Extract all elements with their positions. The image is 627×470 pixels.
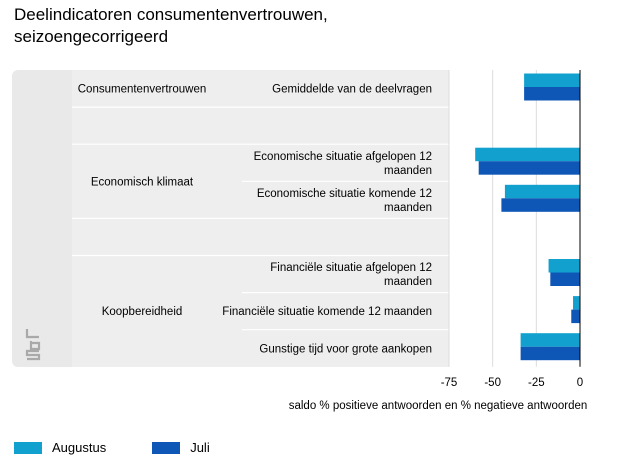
x-tick-label: -50 (484, 377, 501, 389)
item-label: Economische situatie komende 12 maanden (257, 188, 432, 214)
bar-juli (524, 87, 580, 101)
legend-swatch (14, 441, 42, 454)
x-axis-label: saldo % positieve antwoorden en % negati… (289, 400, 588, 412)
bar-juli (550, 272, 580, 286)
bar-juli (571, 309, 580, 324)
legend-label: Augustus (52, 440, 107, 455)
item-label: Gunstige tijd voor grote aankopen (259, 343, 432, 355)
item-label: Financiële situatie komende 12 maanden (222, 306, 432, 318)
legend: Augustus Juli (14, 440, 256, 455)
x-tick-label: -75 (441, 377, 458, 389)
legend-item: Juli (152, 440, 210, 455)
bar-augustus (475, 147, 580, 162)
bar-augustus (573, 296, 580, 310)
group-label: Consumentenvertrouwen (78, 84, 207, 96)
bar-juli (520, 346, 580, 361)
cbs-logo-icon (25, 329, 41, 361)
group-label: Economisch klimaat (91, 176, 194, 188)
legend-item: Augustus (14, 440, 106, 455)
bar-juli (501, 198, 580, 212)
x-tick-label: 0 (577, 377, 583, 389)
x-tick-label: -25 (528, 377, 545, 389)
bar-augustus (524, 73, 580, 87)
group-label: Koopbereidheid (102, 306, 183, 318)
legend-swatch (152, 441, 181, 454)
bar-augustus (504, 184, 580, 199)
item-label: Financiële situatie afgelopen 12 maanden (270, 262, 432, 288)
bar-juli (478, 161, 580, 175)
item-label: Gemiddelde van de deelvragen (272, 84, 432, 96)
bar-augustus (520, 333, 580, 347)
chart-title: Deelindicatoren consumentenvertrouwen, s… (14, 5, 328, 46)
bar-augustus (548, 259, 580, 273)
legend-label: Juli (190, 440, 210, 455)
item-label: Economische situatie afgelopen 12 maanden (254, 151, 432, 177)
